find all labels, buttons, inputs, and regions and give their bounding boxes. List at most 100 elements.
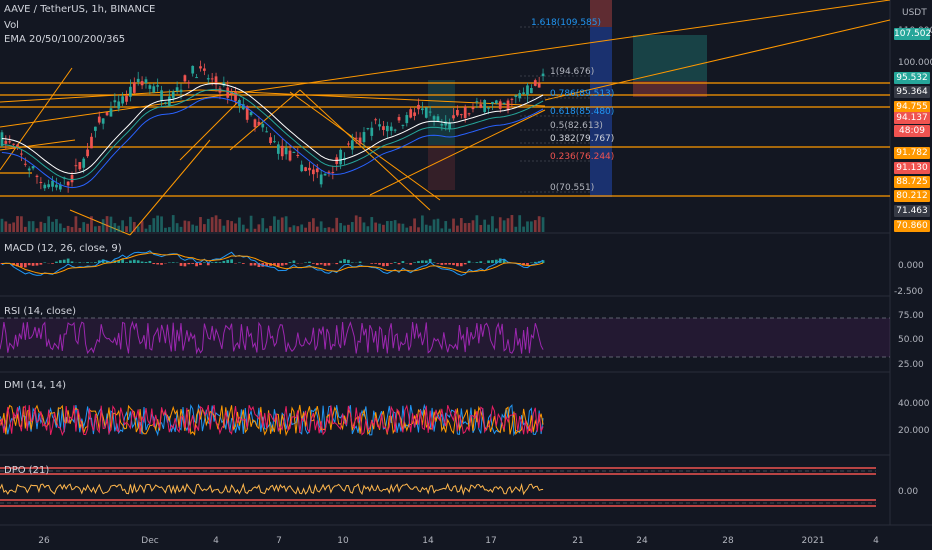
volume-bar (86, 223, 89, 232)
volume-bar (195, 225, 198, 232)
volume-bar (39, 221, 43, 232)
volume-bar (136, 226, 140, 232)
macd-tick-0: 0.000 (898, 261, 924, 271)
volume-bar (378, 223, 381, 232)
macd-histogram-bar (413, 262, 416, 263)
macd-histogram-bar (319, 263, 323, 265)
volume-bar (471, 220, 475, 232)
time-tick-11: 4 (873, 536, 879, 546)
volume-bar (362, 222, 366, 232)
macd-histogram-bar (304, 262, 307, 263)
price-tag-7: 91.130 (894, 162, 930, 174)
candle-body (144, 79, 148, 84)
price-tag-8: 88.725 (894, 176, 930, 188)
macd-histogram-bar (494, 259, 498, 263)
time-tick-7: 21 (572, 536, 583, 546)
macd-histogram-bar (257, 263, 261, 267)
volume-bar (514, 226, 518, 232)
macd-histogram-bar (444, 263, 448, 265)
macd-histogram-bar (428, 258, 432, 263)
volume-bar (125, 226, 128, 232)
volume-bar (385, 221, 389, 232)
candle-body (471, 107, 475, 110)
ema-label: EMA 20/50/100/200/365 (4, 34, 126, 45)
macd-histogram-bar (171, 262, 175, 263)
macd-histogram-bar (327, 263, 331, 266)
candle-body (382, 126, 385, 130)
volume-bar (90, 216, 93, 232)
macd-histogram-bar (459, 263, 463, 267)
candle-body (494, 100, 498, 104)
candle-body (74, 165, 78, 167)
volume-bar (280, 217, 284, 232)
macd-label: MACD (12, 26, close, 9) (4, 243, 122, 254)
position-stop-zone (590, 0, 612, 27)
macd-histogram-bar (280, 263, 284, 266)
candle-body (70, 175, 74, 183)
trend-line-10 (179, 99, 241, 161)
volume-bar (483, 219, 487, 232)
macd-histogram-bar (101, 259, 105, 263)
volume-bar (203, 224, 206, 232)
volume-bar (183, 220, 187, 232)
volume-bar (358, 216, 362, 232)
volume-bar (62, 227, 66, 232)
candle-body (199, 66, 202, 69)
volume-bar (167, 227, 171, 232)
macd-histogram-bar (62, 259, 66, 263)
dmi-tick-1: 20.000 (898, 426, 930, 436)
macd-histogram-bar (253, 263, 257, 266)
volume-bar (459, 218, 463, 232)
candle-body (315, 168, 319, 173)
candle-body (284, 147, 288, 155)
macd-histogram-bar (424, 260, 428, 263)
volume-bar (304, 227, 307, 232)
macd-histogram-bar (105, 261, 109, 263)
candle-body (393, 129, 397, 131)
fib-label-0: 1.618(109.585) (531, 18, 601, 28)
macd-signal-line (1, 252, 544, 275)
macd-histogram-bar (35, 263, 39, 266)
macd-histogram-bar (409, 263, 413, 265)
volume-bar (245, 228, 249, 232)
volume-bar (234, 223, 237, 232)
candle-body (94, 126, 97, 131)
candle-body (409, 109, 413, 118)
volume-bar (405, 227, 409, 232)
volume-bar (23, 226, 27, 232)
candle-body (452, 115, 455, 119)
volume-bar (494, 228, 498, 232)
macd-histogram-bar (358, 261, 362, 263)
volume-bar (70, 227, 74, 232)
volume-bar (491, 216, 494, 232)
volume-bar (105, 216, 109, 232)
candle-body (171, 91, 175, 99)
trend-line-4 (199, 89, 546, 107)
volume-bar (331, 228, 335, 232)
volume-bar (428, 225, 432, 232)
volume-bar (417, 227, 420, 232)
candle-body (113, 100, 117, 103)
price-tick-1: 100.000 (898, 58, 932, 68)
trend-line-6 (129, 139, 211, 236)
macd-histogram-bar (214, 261, 218, 263)
candle-body (413, 112, 416, 116)
fib-label-4: 0.5(82.613) (550, 121, 603, 131)
candle-body (347, 143, 350, 145)
candle-body (51, 180, 54, 187)
volume-bar (156, 215, 160, 232)
candle-body (234, 91, 237, 101)
long-position-stop-1 (428, 145, 455, 190)
volume-bar (144, 228, 148, 232)
candle-body (136, 78, 140, 83)
macd-histogram-bar (195, 263, 198, 267)
macd-histogram-bar (66, 258, 70, 263)
candle-body (226, 87, 230, 98)
volume-bar (288, 227, 292, 232)
candle-body (327, 171, 331, 173)
volume-bar (409, 226, 413, 232)
volume-bar (319, 221, 323, 232)
volume-bar (444, 221, 448, 232)
volume-bar (323, 227, 327, 232)
